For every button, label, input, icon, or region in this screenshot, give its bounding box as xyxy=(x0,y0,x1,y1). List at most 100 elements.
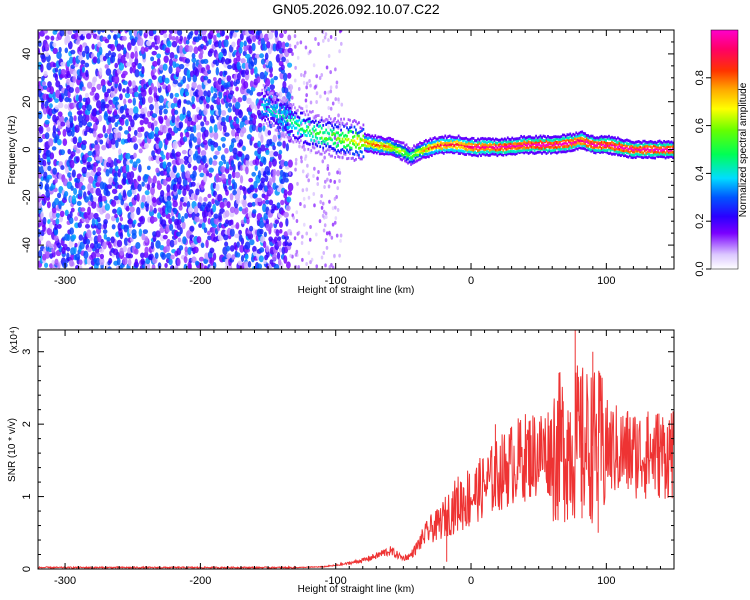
spectrogram-noise-cell xyxy=(95,148,100,157)
spectrogram-noise-cell xyxy=(121,35,127,41)
spectrogram-ridge-cell xyxy=(474,143,476,147)
spectrogram-ridge-cell xyxy=(538,140,540,144)
spectrogram-ridge-cell xyxy=(608,145,610,149)
spectrogram-ridge-cell xyxy=(413,148,415,152)
spectrogram-ridge-cell xyxy=(553,149,555,152)
spectrogram-ridge-cell xyxy=(288,101,290,104)
spectrogram-noise-cell xyxy=(197,33,203,41)
spectrogram-noise-cell xyxy=(319,199,322,204)
spectrogram-noise-cell xyxy=(202,215,207,223)
spectrogram-noise-cell xyxy=(299,202,302,207)
spectrogram-ridge-cell xyxy=(288,106,290,110)
spectrogram-noise-cell xyxy=(193,46,199,55)
spectrogram-noise-cell xyxy=(167,84,171,93)
spectrogram-ridge-cell xyxy=(399,149,402,153)
spectrogram-noise-cell xyxy=(275,229,280,237)
spectrogram-noise-cell xyxy=(58,46,62,53)
spectrogram-noise-cell xyxy=(256,197,263,203)
spectrogram-noise-cell xyxy=(280,199,285,206)
spectrogram-ridge-cell xyxy=(350,125,353,129)
spectrogram-noise-cell xyxy=(174,54,178,59)
spectrogram-ridge-cell xyxy=(381,142,384,146)
spectrogram-ridge-cell xyxy=(593,141,596,144)
spectrogram-noise-cell xyxy=(236,72,241,81)
spectrogram-noise-cell xyxy=(243,80,249,89)
spectrogram-ridge-cell xyxy=(636,147,639,151)
spectrogram-ridge-cell xyxy=(615,150,618,154)
spectrogram-noise-cell xyxy=(190,181,196,187)
spectrogram-ridge-cell xyxy=(550,149,552,153)
spectrogram-ridge-cell xyxy=(499,138,502,142)
spectrogram-ridge-cell xyxy=(393,145,396,149)
spectrogram-ridge-cell xyxy=(646,156,649,160)
spectrogram-noise-cell xyxy=(287,85,291,90)
spectrogram-noise-cell xyxy=(116,207,123,216)
spectrogram-ridge-cell xyxy=(570,136,573,139)
spectrogram-ridge-cell xyxy=(563,150,566,154)
spectrogram-ridge-cell xyxy=(572,145,575,149)
spectrogram-noise-cell xyxy=(281,41,286,49)
spectrogram-ridge-cell xyxy=(550,145,552,149)
spectrogram-ridge-cell xyxy=(591,142,594,146)
spectrogram-ridge-cell xyxy=(299,121,302,125)
spectrogram-ridge-cell xyxy=(529,144,532,148)
spectrogram-ridge-cell xyxy=(506,136,509,140)
spectrogram-noise-cell xyxy=(182,75,187,84)
spectrogram-ridge-cell xyxy=(362,138,365,142)
spectrogram-ridge-cell xyxy=(538,139,540,142)
spectrogram-ridge-cell xyxy=(512,137,515,141)
spectrogram-noise-cell xyxy=(199,49,204,56)
spectrogram-ridge-cell xyxy=(343,124,345,128)
spectrogram-noise-cell xyxy=(156,35,160,41)
spectrogram-ridge-cell xyxy=(456,148,459,152)
spectrogram-ridge-cell xyxy=(502,153,505,157)
spectrogram-noise-cell xyxy=(114,213,118,219)
spectrogram-noise-cell xyxy=(154,45,159,51)
spectrogram-ridge-cell xyxy=(399,157,402,161)
spectrogram-ridge-cell xyxy=(469,142,472,146)
spectrogram-ridge-cell xyxy=(363,139,366,142)
spectrogram-ridge-cell xyxy=(497,143,500,147)
spectrogram-ridge-cell xyxy=(395,145,398,149)
spectrogram-noise-cell xyxy=(92,56,98,64)
spectrogram-noise-cell xyxy=(166,172,171,178)
spectrogram-noise-cell xyxy=(324,238,328,243)
spectrogram-ridge-cell xyxy=(295,140,298,144)
spectrogram-ridge-cell xyxy=(530,136,533,140)
spectrogram-ridge-cell xyxy=(439,137,442,141)
spectrogram-noise-cell xyxy=(153,30,157,35)
spectrogram-ridge-cell xyxy=(603,145,606,149)
spectrogram-ridge-cell xyxy=(419,145,421,149)
spectrogram-noise-cell xyxy=(231,138,237,143)
spectrogram-noise-cell xyxy=(335,80,339,85)
spectrogram-noise-cell xyxy=(86,121,93,127)
spectrogram-noise-cell xyxy=(172,140,178,150)
spectrogram-noise-cell xyxy=(158,108,163,116)
spectrogram-ridge-cell xyxy=(645,151,648,155)
spectrogram-noise-cell xyxy=(327,106,331,111)
spectrogram-noise-cell xyxy=(191,104,196,110)
spectrogram-noise-cell xyxy=(167,127,173,134)
spectrogram-noise-cell xyxy=(99,156,103,164)
spectrogram-noise-cell xyxy=(92,130,97,138)
spectrogram-ridge-cell xyxy=(343,117,345,121)
spectrogram-ridge-cell xyxy=(441,147,444,151)
spectrogram-noise-cell xyxy=(248,177,254,183)
spectrogram-ridge-cell xyxy=(271,113,274,117)
spectrogram-ridge-cell xyxy=(508,150,511,154)
spectrogram-noise-cell xyxy=(53,159,58,167)
spectrogram-noise-cell xyxy=(164,77,170,84)
spectrogram-ridge-cell xyxy=(439,146,442,150)
spectrogram-noise-cell xyxy=(57,111,63,117)
spectrogram-noise-cell xyxy=(67,111,73,117)
spectrogram-ridge-cell xyxy=(411,154,414,158)
spectrogram-ridge-cell xyxy=(320,152,323,156)
spectrogram-ridge-cell xyxy=(442,152,445,155)
spectrogram-ridge-cell xyxy=(617,147,619,151)
spectrogram-noise-cell xyxy=(101,195,107,202)
spectrogram-noise-cell xyxy=(68,86,74,94)
spectrogram-ridge-cell xyxy=(584,135,587,138)
spectrogram-ridge-cell xyxy=(669,151,671,155)
spectrogram-noise-cell xyxy=(44,52,50,57)
spectrogram-noise-cell xyxy=(305,262,308,267)
